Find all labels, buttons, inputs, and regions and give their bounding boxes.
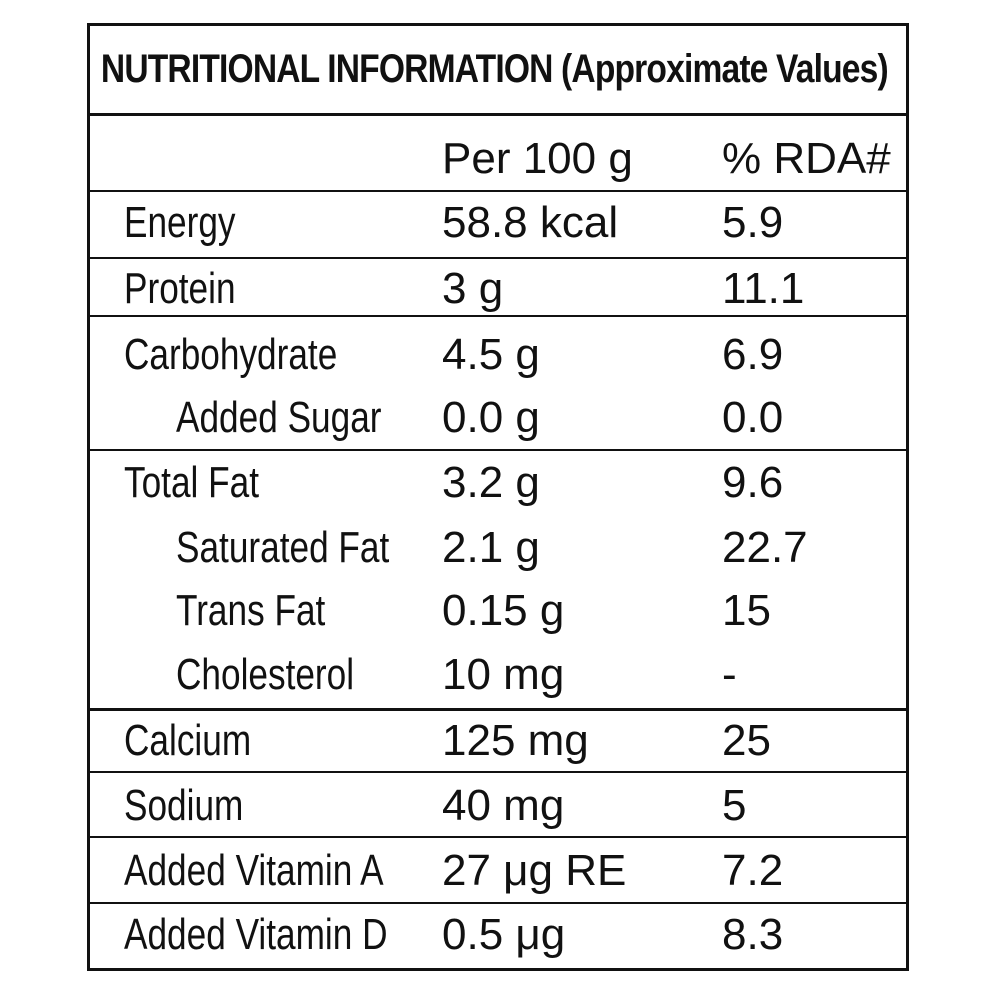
label-title: NUTRITIONAL INFORMATION (Approximate Val… xyxy=(90,26,906,116)
nutrient-rda: 0.0 xyxy=(722,393,784,442)
nutrient-amount: 10 mg xyxy=(442,650,565,699)
nutrient-amount: 40 mg xyxy=(442,781,565,830)
nutrient-name: Added Vitamin A xyxy=(124,846,384,895)
nutrient-amount: 0.5 μg xyxy=(442,910,566,959)
row-divider xyxy=(90,902,906,904)
nutrient-rda: 7.2 xyxy=(722,846,784,895)
nutrient-rda: 5 xyxy=(722,781,747,830)
nutrient-amount: 4.5 g xyxy=(442,330,540,379)
nutrient-amount: 58.8 kcal xyxy=(442,198,619,247)
row-divider xyxy=(90,257,906,259)
nutrient-rda: 8.3 xyxy=(722,910,784,959)
row-divider xyxy=(90,708,906,711)
nutrient-rda: 22.7 xyxy=(722,523,808,572)
nutrient-name: Protein xyxy=(124,264,236,313)
nutrient-rda: - xyxy=(722,650,737,699)
label-title-text: NUTRITIONAL INFORMATION (Approximate Val… xyxy=(101,47,889,91)
nutrient-name: Added Vitamin D xyxy=(124,910,388,959)
nutrient-name: Calcium xyxy=(124,716,252,765)
row-divider xyxy=(90,836,906,838)
nutrient-name: Trans Fat xyxy=(176,586,326,635)
nutrient-name: Total Fat xyxy=(124,458,259,507)
nutrient-name: Carbohydrate xyxy=(124,330,338,379)
nutrient-amount: 0.0 g xyxy=(442,393,540,442)
row-divider xyxy=(90,449,906,451)
nutrient-rda: 6.9 xyxy=(722,330,784,379)
nutrient-amount: 3.2 g xyxy=(442,458,540,507)
nutrient-name: Saturated Fat xyxy=(176,523,390,572)
nutrient-name: Sodium xyxy=(124,781,244,830)
nutrient-amount: 2.1 g xyxy=(442,523,540,572)
nutrient-name: Energy xyxy=(124,198,236,247)
row-divider xyxy=(90,771,906,773)
nutrient-amount: 3 g xyxy=(442,264,504,313)
per-100g-header: Per 100 g xyxy=(442,134,633,183)
nutrient-amount: 125 mg xyxy=(442,716,589,765)
nutrient-rda: 5.9 xyxy=(722,198,784,247)
nutrient-amount: 0.15 g xyxy=(442,586,565,635)
nutrient-rda: 11.1 xyxy=(722,264,805,313)
nutrient-rda: 9.6 xyxy=(722,458,784,507)
row-divider xyxy=(90,315,906,317)
nutrient-name: Added Sugar xyxy=(176,393,382,442)
nutrition-label: NUTRITIONAL INFORMATION (Approximate Val… xyxy=(87,23,909,971)
rda-header: % RDA# xyxy=(722,134,891,183)
nutrient-name: Cholesterol xyxy=(176,650,355,699)
nutrient-rda: 15 xyxy=(722,586,771,635)
row-divider xyxy=(90,190,906,192)
nutrient-rda: 25 xyxy=(722,716,771,765)
nutrient-amount: 27 μg RE xyxy=(442,846,627,895)
